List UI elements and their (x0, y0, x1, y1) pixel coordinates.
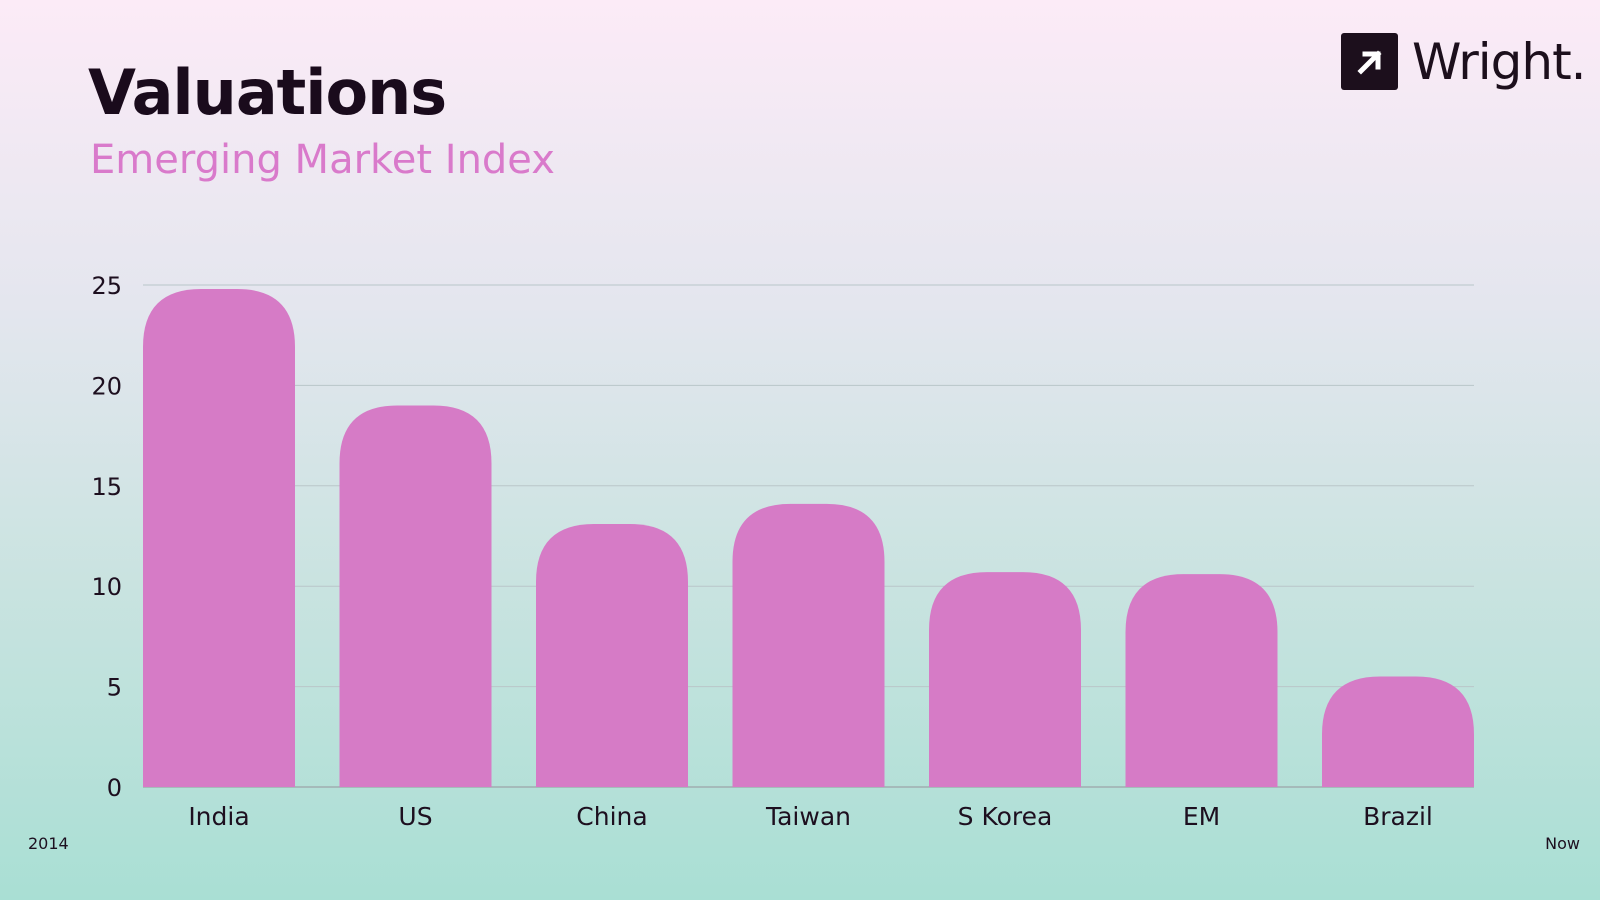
period-end-label: Now (1545, 834, 1580, 853)
bar-s-korea (929, 572, 1081, 787)
y-tick-label: 5 (107, 674, 122, 702)
y-tick-label: 15 (91, 473, 122, 501)
bar-brazil (1322, 676, 1474, 787)
bar-india (143, 289, 295, 787)
x-tick-label: EM (1183, 802, 1220, 831)
arrow-up-right-icon (1341, 33, 1398, 90)
page-subtitle: Emerging Market Index (90, 137, 555, 183)
brand-name: Wright. (1412, 32, 1587, 91)
bar-us (339, 405, 492, 787)
y-tick-label: 0 (107, 774, 122, 802)
period-start-label: 2014 (28, 834, 69, 853)
axis-labels: 0 5 10 15 20 25 India US China Taiwan S Korea EM Bra… (91, 272, 1432, 831)
x-tick-label: Taiwan (765, 802, 851, 831)
y-tick-label: 10 (91, 573, 122, 601)
brand-logo: Wright. (1341, 32, 1587, 91)
bars (143, 289, 1474, 787)
bar-em (1125, 574, 1278, 787)
x-tick-label: China (576, 802, 647, 831)
bar-taiwan (732, 503, 885, 787)
x-tick-label: US (398, 802, 432, 831)
bar-china (536, 523, 688, 787)
x-tick-label: India (188, 802, 249, 831)
y-tick-label: 20 (91, 372, 122, 400)
y-tick-label: 25 (91, 272, 122, 300)
x-tick-label: S Korea (958, 802, 1053, 831)
x-tick-label: Brazil (1363, 802, 1433, 831)
page-title: Valuations (88, 56, 447, 129)
